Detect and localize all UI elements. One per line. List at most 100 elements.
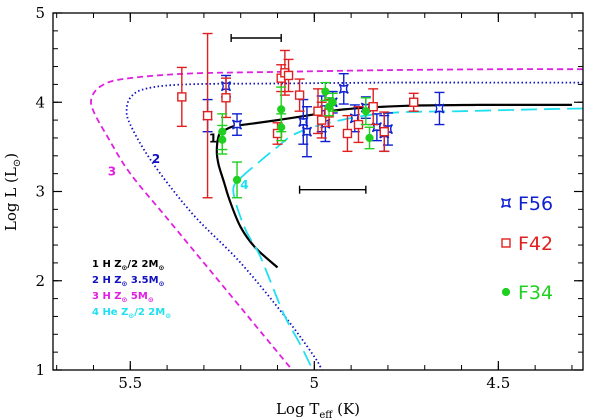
f42-point-2	[202, 32, 213, 199]
f56-point-9	[338, 72, 349, 105]
y-axis-title: Log L (L⊙)	[2, 153, 23, 231]
track-legend-text: /2 2M	[127, 259, 158, 270]
legend-f42: F42	[501, 233, 553, 255]
track-legend: 1 H Z⊙/2 2M⊙2 H Z⊙ 3.5M⊙3 H Z⊙ 5M⊙4 He Z…	[92, 259, 171, 320]
track-legend-text: 3.5M	[127, 275, 158, 286]
track-label-1: 1	[209, 131, 217, 145]
f34-point-2	[217, 124, 228, 155]
y-tick-label: 1	[35, 361, 45, 379]
y-tick-label: 3	[35, 183, 45, 201]
track-legend-entry-2: 2 H Z⊙ 3.5M⊙	[92, 275, 164, 288]
f34-point-5	[276, 113, 287, 142]
evolutionary-tracks	[90, 68, 583, 370]
f34-point-10	[364, 126, 375, 150]
f56-point-3	[231, 113, 243, 136]
legend-f34: F34	[501, 282, 553, 304]
f34-marker	[365, 133, 374, 143]
f42-marker	[368, 102, 378, 112]
track-legend-text: ⊙	[122, 280, 128, 288]
reference-error-bar-2	[298, 185, 367, 194]
track-label-2: 2	[152, 152, 160, 166]
f42-marker	[342, 128, 353, 139]
track-legend-text: ⊙	[159, 280, 165, 288]
f56-point-15	[434, 91, 445, 126]
track-legend-text: /2 2M	[134, 307, 165, 318]
f42-point-3	[220, 77, 231, 119]
y-axis-title-text: Log L (L	[2, 167, 20, 231]
y-tick-label: 4	[35, 93, 45, 111]
track-legend-text: ⊙	[165, 312, 171, 320]
track-labels: 1 2 3 4	[108, 131, 249, 191]
f34-marker	[232, 175, 242, 184]
f42-marker	[221, 93, 231, 103]
f56-marker	[231, 119, 243, 130]
legend-f42-marker	[501, 238, 511, 248]
axis-ticks: 5.5 5 4.5 1 2 3 4 5	[35, 4, 583, 392]
f34-marker	[218, 135, 227, 144]
legend-f34-label: F34	[518, 282, 553, 304]
track-legend-text: 1 H Z	[92, 259, 122, 270]
legend-f34-marker	[501, 287, 511, 297]
f42-point-14	[368, 88, 379, 126]
f34-marker	[321, 87, 330, 96]
x-axis-title-unit: (K)	[332, 400, 360, 418]
track-label-3: 3	[108, 164, 116, 178]
f34-point-3	[232, 161, 243, 199]
reference-error-bars	[230, 33, 367, 194]
reference-error-bar-1	[230, 33, 282, 42]
track-3-line	[90, 68, 583, 370]
y-tick-label: 5	[35, 4, 45, 22]
f34-point-9	[360, 97, 371, 126]
f42-marker	[313, 106, 323, 116]
f34-marker	[361, 107, 370, 116]
track-legend-text: 5M	[127, 291, 147, 302]
track-legend-entry-3: 3 H Z⊙ 5M⊙	[92, 291, 154, 304]
f42-point-12	[342, 114, 353, 153]
f42-point-10	[316, 101, 327, 139]
track-legend-text: ⊙	[148, 296, 154, 304]
f42-point-16	[408, 92, 419, 112]
track-legend-text: ⊙	[122, 296, 128, 304]
f42-marker	[202, 110, 213, 121]
f42-marker	[283, 70, 294, 81]
y-axis-title-sun: ⊙	[12, 159, 23, 167]
track-legend-entry-4: 4 He Z⊙/2 2M⊙	[92, 307, 171, 320]
x-tick-label: 5	[310, 374, 320, 392]
x-tick-label: 5.5	[118, 374, 142, 392]
f56-point-5	[301, 106, 313, 158]
f42-point-15	[379, 111, 390, 153]
legend-f56-marker	[500, 197, 512, 209]
f34-marker	[328, 98, 337, 107]
series-legend: F56 F42 F34	[500, 193, 553, 304]
legend-f56-label: F56	[518, 193, 553, 215]
f56-marker	[434, 103, 445, 114]
f42-marker	[316, 115, 327, 125]
x-axis-title: Log Teff (K)	[276, 400, 360, 419]
f42-marker	[379, 127, 389, 137]
f42-point-8	[294, 78, 305, 112]
f34-marker	[277, 105, 286, 114]
f42-point-6	[283, 58, 294, 93]
track-legend-text: 4 He Z	[92, 307, 128, 318]
f42-marker	[177, 92, 187, 102]
track-legend-text: ⊙	[122, 264, 128, 272]
track-legend-text: ⊙	[158, 264, 164, 272]
track-legend-text: 2 H Z	[92, 275, 122, 286]
f42-marker	[294, 90, 305, 100]
track-4-line	[232, 107, 583, 366]
track-label-4: 4	[240, 178, 248, 192]
track-legend-text: 3 H Z	[92, 291, 122, 302]
track-legend-text: ⊙	[128, 312, 134, 320]
y-axis-title-close: )	[2, 153, 20, 159]
f56-marker	[301, 126, 313, 137]
legend-f56: F56	[500, 193, 553, 215]
x-axis-title-sub: eff	[319, 410, 333, 419]
x-axis-title-text: Log T	[276, 400, 319, 418]
legend-f42-label: F42	[518, 233, 553, 255]
track-legend-entry-1: 1 H Z⊙/2 2M⊙	[92, 259, 164, 272]
x-tick-label: 4.5	[486, 374, 510, 392]
f42-point-1	[176, 66, 187, 128]
f34-point-8	[327, 92, 338, 112]
f56-marker	[338, 83, 349, 94]
